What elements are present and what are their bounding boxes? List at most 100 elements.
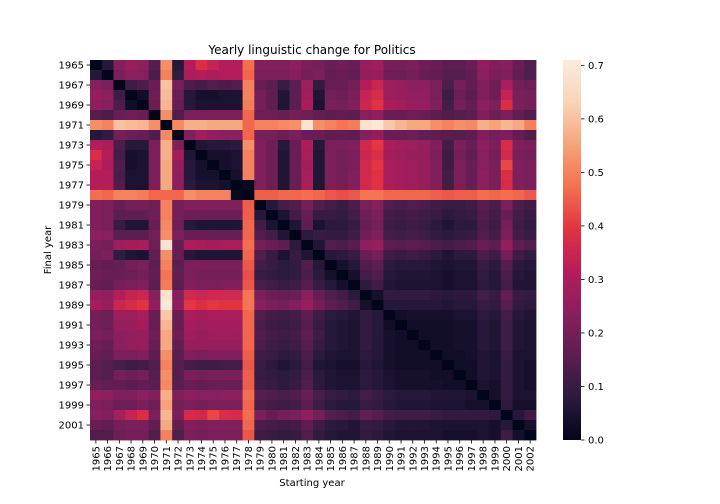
- heatmap-cell: [301, 300, 314, 311]
- heatmap-cell: [418, 160, 431, 171]
- heatmap-cell: [524, 370, 537, 381]
- x-tick-label: 1976: [220, 446, 231, 471]
- heatmap-cell: [230, 410, 243, 421]
- heatmap-cell: [395, 80, 408, 91]
- heatmap-cell: [113, 350, 126, 361]
- heatmap-cell: [348, 280, 361, 291]
- heatmap-cell: [90, 330, 103, 341]
- x-tick-label: 1984: [314, 446, 325, 471]
- heatmap-cell: [418, 320, 431, 331]
- heatmap-cell: [383, 280, 396, 291]
- y-tick-label: 1985: [59, 261, 84, 272]
- heatmap-cell: [195, 430, 208, 441]
- heatmap-cell: [477, 130, 490, 141]
- heatmap-cell: [113, 150, 126, 161]
- heatmap-cell: [489, 290, 502, 301]
- heatmap-cell: [125, 410, 138, 421]
- heatmap-cell: [230, 280, 243, 291]
- heatmap-cell: [183, 90, 197, 101]
- heatmap-cell: [418, 310, 431, 321]
- heatmap-cell: [336, 160, 349, 171]
- heatmap-cell: [406, 130, 420, 141]
- heatmap-cell: [477, 390, 490, 401]
- heatmap-cell: [465, 220, 478, 231]
- heatmap-cell: [301, 360, 314, 371]
- heatmap-cell: [219, 220, 232, 231]
- heatmap-cell: [418, 300, 431, 311]
- heatmap-cell: [477, 330, 490, 341]
- heatmap-cell: [101, 150, 114, 161]
- heatmap-cell: [348, 140, 361, 151]
- heatmap-cell: [500, 70, 513, 81]
- heatmap-cell: [512, 190, 525, 201]
- heatmap-cell: [336, 110, 349, 121]
- heatmap-cell: [500, 280, 513, 291]
- heatmap-cell: [101, 250, 114, 261]
- heatmap-cell: [430, 250, 443, 261]
- heatmap-cell: [277, 120, 290, 131]
- heatmap-cell: [183, 400, 197, 411]
- heatmap-cell: [313, 350, 326, 361]
- heatmap-cell: [371, 430, 384, 441]
- heatmap-cell: [148, 120, 161, 131]
- x-tick-label: 1971: [162, 446, 173, 471]
- heatmap-cell: [172, 300, 185, 311]
- heatmap-cell: [336, 220, 349, 231]
- heatmap-cell: [348, 360, 361, 371]
- heatmap-cell: [477, 250, 490, 261]
- heatmap-cell: [148, 210, 161, 221]
- heatmap-cell: [442, 170, 455, 181]
- heatmap-cell: [207, 330, 220, 341]
- heatmap-cell: [383, 120, 396, 131]
- heatmap-cell: [266, 370, 279, 381]
- heatmap-cell: [453, 410, 466, 421]
- heatmap-cell: [277, 280, 290, 291]
- heatmap-cell: [430, 300, 443, 311]
- heatmap-cell: [289, 380, 302, 391]
- heatmap-cell: [348, 400, 361, 411]
- heatmap-cell: [219, 250, 232, 261]
- heatmap-cell: [524, 310, 537, 321]
- heatmap-cell: [172, 330, 185, 341]
- heatmap-cell: [219, 120, 232, 131]
- heatmap-cell: [113, 100, 126, 111]
- heatmap-cell: [195, 400, 208, 411]
- heatmap-cell: [301, 230, 314, 241]
- heatmap-cell: [266, 70, 279, 81]
- heatmap-cell: [524, 360, 537, 371]
- heatmap-cell: [406, 190, 420, 201]
- heatmap-cell: [489, 320, 502, 331]
- heatmap-cell: [489, 160, 502, 171]
- heatmap-cell: [242, 240, 255, 251]
- heatmap-cell: [406, 360, 420, 371]
- heatmap-cell: [301, 290, 314, 301]
- heatmap-cell: [277, 340, 290, 351]
- heatmap-cell: [465, 260, 478, 271]
- heatmap-cell: [489, 390, 502, 401]
- heatmap-cell: [453, 130, 466, 141]
- heatmap-cell: [313, 430, 326, 441]
- heatmap-cell: [489, 60, 502, 71]
- heatmap-cell: [90, 210, 103, 221]
- heatmap-cell: [359, 100, 373, 111]
- heatmap-cell: [172, 400, 185, 411]
- heatmap-cell: [207, 220, 220, 231]
- heatmap-cell: [324, 360, 337, 371]
- heatmap-cell: [500, 200, 513, 211]
- heatmap-cell: [442, 290, 455, 301]
- heatmap-cell: [183, 340, 197, 351]
- heatmap-cell: [383, 150, 396, 161]
- heatmap-cell: [172, 240, 185, 251]
- heatmap-cell: [383, 250, 396, 261]
- heatmap-cell: [313, 270, 326, 281]
- heatmap-cell: [524, 400, 537, 411]
- heatmap-cell: [136, 250, 150, 261]
- heatmap-cell: [524, 380, 537, 391]
- heatmap-cell: [500, 80, 513, 91]
- heatmap-cell: [359, 160, 373, 171]
- heatmap-cell: [336, 360, 349, 371]
- heatmap-cell: [136, 390, 150, 401]
- heatmap-cell: [524, 70, 537, 81]
- heatmap-cell: [395, 250, 408, 261]
- heatmap-cell: [289, 240, 302, 251]
